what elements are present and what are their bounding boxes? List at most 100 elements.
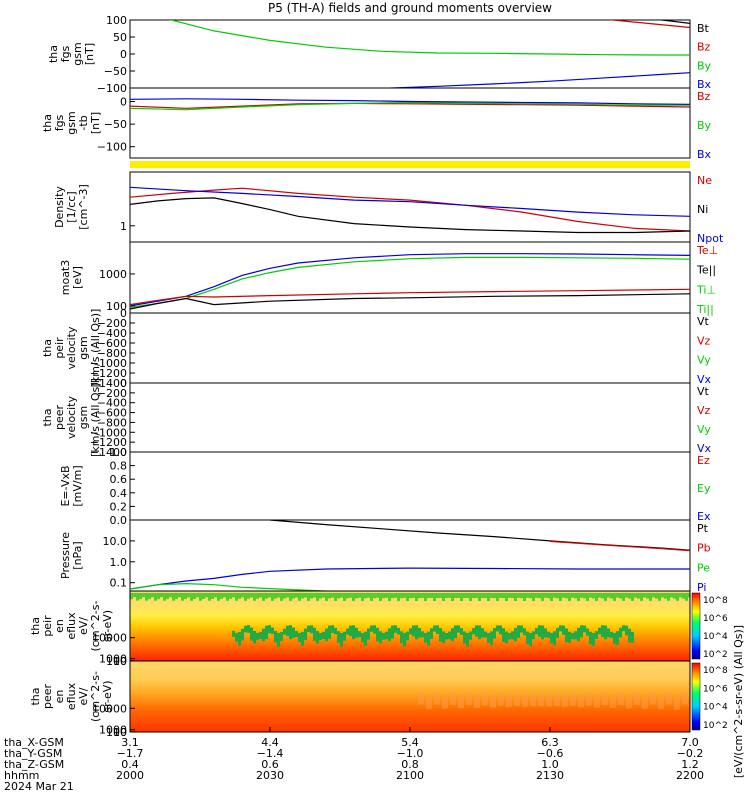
colorbar-tick-label: 10^4: [703, 703, 728, 713]
spectrogram-cell: [458, 696, 464, 709]
spectrogram-cell: [577, 627, 580, 642]
spectrogram-cell: [343, 593, 346, 601]
spectrogram-cell: [618, 692, 624, 705]
y-axis-label: [nT]: [83, 43, 96, 65]
spectrogram-cell: [451, 593, 454, 601]
date-label: 2024 Mar 21: [4, 780, 74, 793]
y-tick-label: 1000: [99, 724, 127, 737]
spectrogram-cell: [664, 593, 667, 599]
y-tick-label: 0.1: [110, 577, 128, 590]
spectrogram-cell: [652, 593, 655, 598]
spectrogram-cell: [196, 593, 199, 598]
spectrogram-cell: [601, 593, 604, 599]
spectrogram-cell: [403, 632, 406, 647]
x-axis-value: 4.4: [261, 736, 279, 749]
colorbar-tick-label: 10^2: [703, 721, 728, 731]
y-axis-label: (cm^2-s-: [89, 671, 102, 722]
spectrogram-cell: [391, 625, 394, 639]
spectrogram-cell: [559, 593, 562, 601]
spectrogram-cell: [142, 593, 145, 598]
spectrogram-cell: [214, 593, 217, 598]
spectrogram-cell: [430, 628, 433, 640]
spectrogram-cell: [463, 593, 466, 599]
spectrogram-cell: [532, 593, 535, 601]
spectrogram-cell: [466, 693, 472, 706]
y-axis-label: Density: [53, 186, 66, 228]
spectrogram-cell: [346, 628, 349, 635]
y-tick-label: 0: [120, 377, 127, 390]
spectrogram-cell: [394, 593, 397, 598]
spectrogram-cell: [460, 628, 463, 635]
spectrogram-cell: [592, 593, 595, 599]
panel-pressure: 10.0 1.0 0.1 Pressure [nPa] Pt Pb Pe Pi: [59, 519, 711, 594]
spectrogram-cell: [439, 593, 442, 598]
y-tick-label: −50: [104, 118, 127, 131]
spectrogram-cell: [346, 593, 349, 599]
y-axis-label: gsm: [71, 42, 84, 65]
spectrogram-cell: [578, 695, 584, 708]
spectrogram-cell: [601, 625, 604, 638]
y-axis-label: [eV]: [71, 266, 84, 289]
spectrogram-cell: [352, 593, 355, 601]
spectrogram-cell: [400, 631, 403, 644]
y-axis-label: eflux: [65, 682, 78, 710]
plot-title: P5 (TH-A) fields and ground moments over…: [268, 1, 552, 15]
y-tick-label: 0.2: [110, 500, 128, 513]
spectrogram-cell: [274, 630, 277, 643]
y-axis-label: en: [53, 619, 66, 633]
spectrogram-cell: [478, 625, 481, 640]
y-tick-label: 1: [120, 220, 127, 233]
spectrogram-cell: [298, 593, 301, 601]
spectrogram-cell: [522, 694, 528, 707]
spectrogram-cell: [403, 593, 406, 598]
x-axis-value: 2000: [116, 769, 144, 782]
spectrogram-cell: [433, 593, 436, 601]
spectrogram-cell: [517, 625, 520, 638]
spectrogram-cell: [412, 625, 415, 637]
spectrogram-cell: [484, 593, 487, 599]
spectrogram-cell: [556, 593, 559, 599]
spectrogram-cell: [589, 593, 592, 598]
x-axis-row-label: tha_Z-GSM: [4, 758, 64, 771]
spectrogram-cell: [631, 593, 634, 601]
colorbar: 10^8 10^6 10^4 10^2: [691, 592, 728, 660]
spectrogram-cell: [448, 593, 451, 598]
spectrogram-cell: [442, 696, 448, 709]
spectrogram-cell: [268, 593, 271, 598]
x-axis-value: −0.2: [677, 747, 704, 760]
y-tick-label: 10: [113, 655, 127, 668]
spectrogram-cell: [586, 693, 592, 706]
spectrogram-cell: [526, 631, 529, 645]
x-axis-row-label: tha_X-GSM: [4, 736, 64, 749]
spectrogram-cell: [574, 593, 577, 599]
spectrogram-cell: [157, 593, 160, 600]
y-axis-label: velocity: [65, 326, 78, 369]
y-axis-label: en: [53, 690, 66, 704]
spectrogram-cell: [544, 593, 547, 598]
spectrogram-cell: [229, 593, 232, 599]
spectrogram-cell: [562, 593, 565, 598]
spectrogram-cell: [457, 593, 460, 598]
spectrogram-cell: [424, 632, 427, 643]
spectrogram-cell: [427, 631, 430, 646]
colorbar-tick-label: 10^6: [703, 684, 728, 694]
spectrogram-cell: [307, 625, 310, 633]
spectrogram-cell: [610, 696, 616, 709]
spectrogram-cell: [400, 593, 403, 599]
legend-ni: Ni: [697, 203, 708, 216]
spectrogram-cell: [436, 593, 439, 599]
spectrogram-cell: [649, 593, 652, 601]
spectrogram-cell: [304, 593, 307, 598]
y-tick-label: 1000: [99, 653, 127, 666]
spectrogram-cell: [382, 593, 385, 599]
spectrogram-cell: [546, 694, 552, 707]
series-group: [168, 20, 690, 88]
spectrogram-cell: [487, 632, 490, 644]
spectrogram-cell: [484, 631, 487, 638]
spectrogram-cell: [184, 593, 187, 600]
legend-vz: Vz: [697, 404, 711, 417]
spectrogram-cell: [595, 631, 598, 639]
spectrogram-cell: [370, 593, 373, 601]
